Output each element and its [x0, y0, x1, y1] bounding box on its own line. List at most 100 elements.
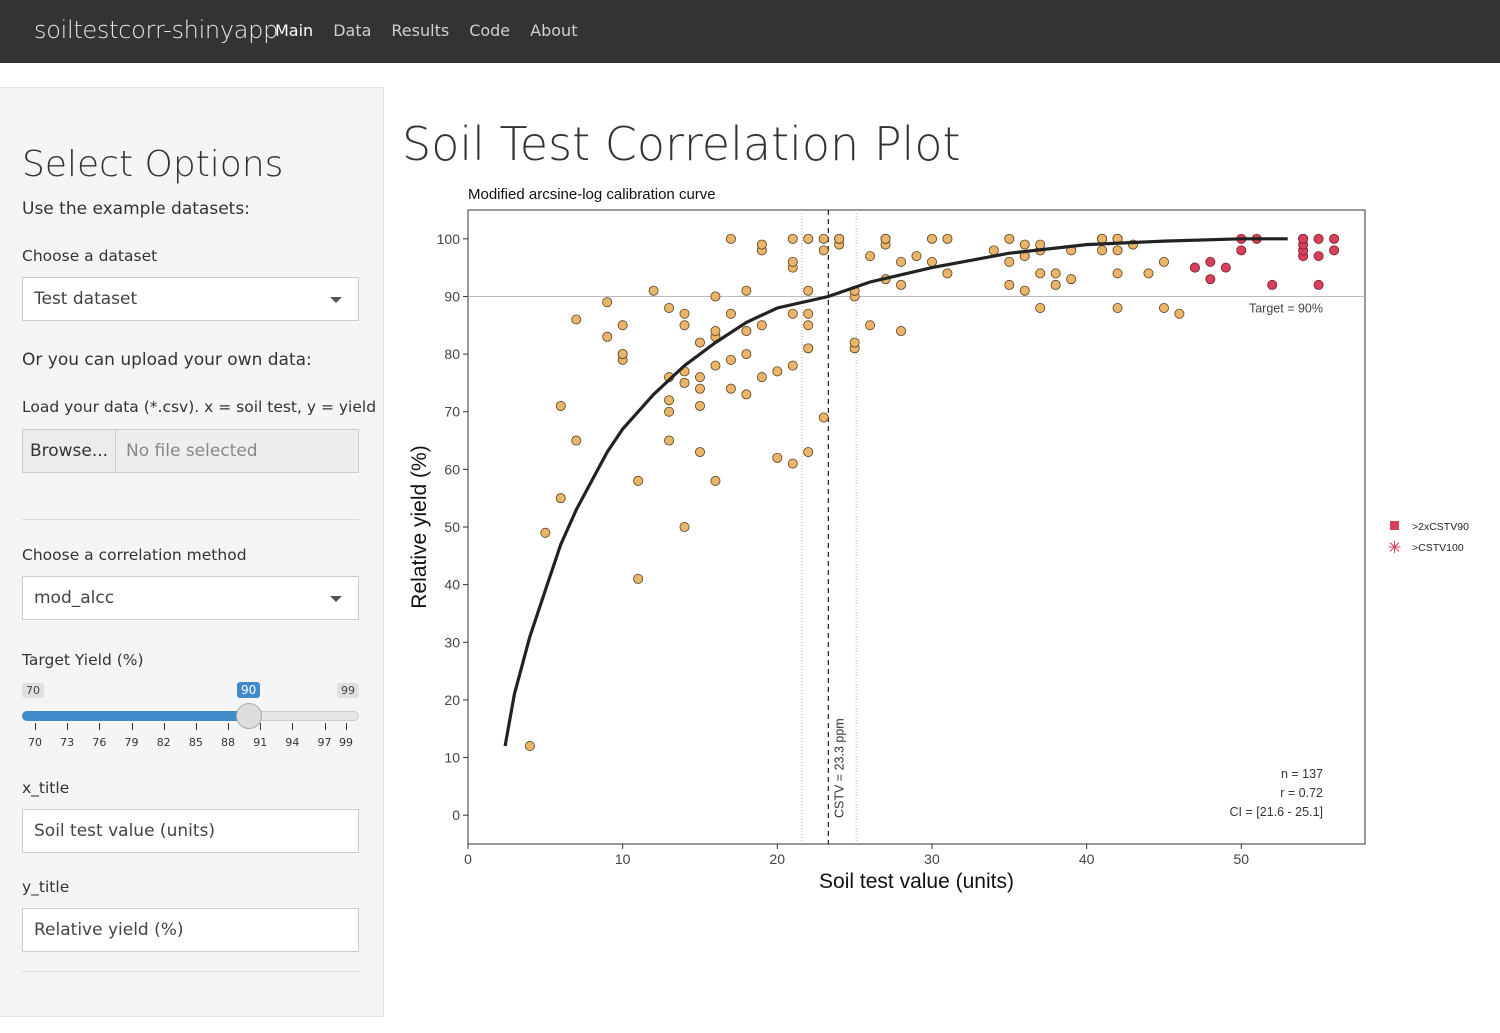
data-point [818, 233, 829, 244]
data-point [555, 493, 566, 504]
data-point [787, 458, 798, 469]
data-point [865, 251, 876, 262]
y-tick-label: 40 [444, 577, 460, 593]
chevron-down-icon [330, 596, 342, 602]
data-point [1050, 268, 1061, 279]
y-tick-label: 0 [452, 807, 460, 823]
browse-button[interactable]: Browse... [22, 429, 116, 473]
data-point [664, 406, 675, 417]
data-point [1004, 279, 1015, 290]
data-point [694, 337, 705, 348]
slider-value-badge: 90 [237, 682, 261, 698]
legend-asterisk-icon [1389, 542, 1400, 552]
slider-tick-label: 97 [317, 736, 332, 749]
y-tick-label: 20 [444, 692, 460, 708]
x-title-label: x_title [22, 779, 70, 797]
slider-handle[interactable] [236, 703, 263, 729]
data-point [617, 320, 628, 331]
upload-text: Or you can upload your own data: [22, 350, 312, 370]
outlier-point [1298, 233, 1309, 244]
x-title-input[interactable] [22, 809, 359, 853]
data-point [1035, 302, 1046, 313]
x-axis-label: Soil test value (units) [819, 870, 1014, 893]
data-point [772, 366, 783, 377]
chart-title: Modified arcsine-log calibration curve [468, 186, 716, 203]
data-point [818, 245, 829, 256]
data-point [756, 372, 767, 383]
file-name-field: No file selected [115, 429, 359, 473]
data-point [942, 233, 953, 244]
chevron-down-icon [330, 297, 342, 303]
slider-tick [228, 723, 230, 730]
data-point [818, 412, 829, 423]
slider-tick-label: 76 [92, 736, 107, 749]
legend-label: >2xCSTV90 [1412, 521, 1469, 533]
fitted-curve [503, 237, 1288, 747]
data-point [555, 400, 566, 411]
data-point [1112, 268, 1123, 279]
data-point [803, 233, 814, 244]
method-select[interactable]: mod_alcc [22, 576, 359, 620]
data-point [1097, 233, 1108, 244]
data-point [880, 233, 891, 244]
data-point [756, 320, 767, 331]
slider-tick [99, 723, 101, 730]
nav-link-code[interactable]: Code [469, 21, 511, 40]
data-point [772, 452, 783, 463]
nav-link-data[interactable]: Data [333, 21, 372, 40]
page-title: Soil Test Correlation Plot [402, 117, 961, 171]
correlation-plot: Modified arcsine-log calibration curve 0… [408, 186, 1469, 893]
data-point [787, 360, 798, 371]
y-tick-label: 90 [444, 288, 460, 304]
dataset-select[interactable]: Test dataset [22, 277, 359, 321]
outlier-point [1220, 262, 1231, 273]
data-point [524, 741, 535, 752]
y-title-input[interactable] [22, 908, 359, 952]
data-point [648, 285, 659, 296]
slider-tick-label: 70 [28, 736, 42, 749]
data-point [694, 400, 705, 411]
data-point [896, 256, 907, 267]
nav-link-results[interactable]: Results [391, 21, 450, 40]
data-point [694, 447, 705, 458]
data-point [540, 527, 551, 538]
data-point [756, 239, 767, 250]
data-point [787, 256, 798, 267]
x-tick-label: 10 [615, 851, 631, 867]
sidebar-title: Select Options [22, 144, 284, 185]
data-point [633, 573, 644, 584]
target-yield-label: Target Yield (%) [22, 651, 144, 669]
plot-panel [467, 209, 1366, 845]
y-tick-label: 60 [444, 461, 460, 477]
data-point [710, 475, 721, 486]
divider [22, 519, 359, 520]
navbar: soiltestcorr-shinyapp Main Data Results … [0, 0, 1500, 63]
outlier-point [1329, 245, 1340, 256]
legend-square-icon [1390, 521, 1399, 530]
data-point [1143, 268, 1154, 279]
app-brand[interactable]: soiltestcorr-shinyapp [34, 16, 279, 44]
data-point [725, 233, 736, 244]
outlier-point [1236, 245, 1247, 256]
data-point [1112, 245, 1123, 256]
x-tick-label: 20 [770, 851, 786, 867]
data-point [926, 233, 937, 244]
data-point [571, 435, 582, 446]
nav-link-about[interactable]: About [530, 21, 578, 40]
data-point [988, 245, 999, 256]
data-point [741, 349, 752, 360]
data-point [1097, 245, 1108, 256]
slider-tick-label: 73 [60, 736, 75, 749]
slider-tick [163, 723, 165, 730]
divider [22, 971, 359, 972]
legend-label: >CSTV100 [1412, 542, 1464, 554]
data-point [602, 297, 613, 308]
data-point [896, 279, 907, 290]
target-label: Target = 90% [1249, 301, 1323, 315]
data-point [710, 291, 721, 302]
y-tick-label: 30 [444, 634, 460, 650]
data-point [679, 377, 690, 388]
x-tick-label: 30 [924, 851, 940, 867]
nav-link-main[interactable]: Main [275, 21, 314, 40]
data-point [633, 475, 644, 486]
